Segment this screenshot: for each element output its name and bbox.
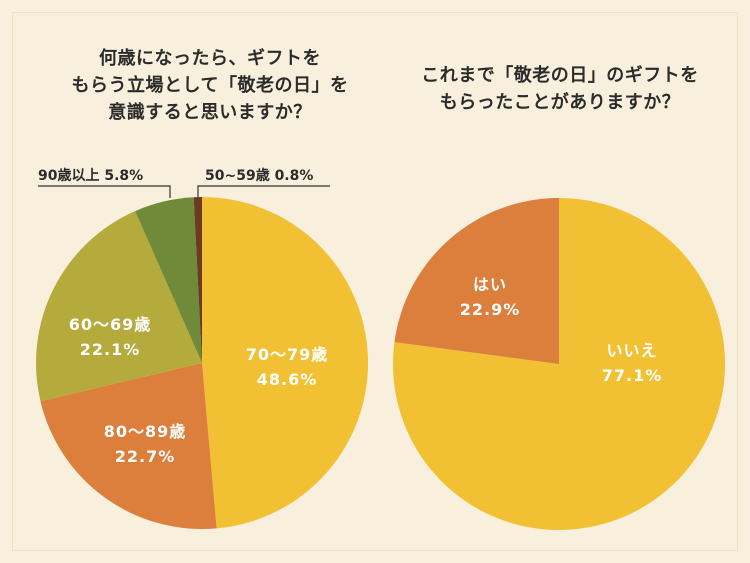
slice-outside-label: 90歳以上 5.8% [38, 167, 143, 184]
title-line: 何歳になったら、ギフトを [99, 48, 321, 69]
pie-slice [40, 363, 217, 530]
title-line: これまで「敬老の日」のギフトを [421, 65, 699, 86]
chart-title-received: これまで「敬老の日」のギフトを もらったことがありますか？ [380, 62, 740, 116]
pie-slice [394, 197, 559, 364]
pie-slice [36, 211, 203, 402]
slice-label: 70〜79歳 [246, 345, 329, 364]
slice-label: いいえ [606, 341, 657, 360]
leader-line [38, 185, 171, 198]
title-line: もらったことがありますか？ [439, 92, 681, 113]
slice-label: はい [473, 275, 507, 294]
pie-slice [135, 197, 202, 363]
leader-line [197, 185, 330, 198]
pie-slice [193, 197, 202, 363]
slice-value-label: 22.7% [115, 447, 176, 466]
slice-value-label: 22.9% [460, 300, 521, 319]
chart-title-age: 何歳になったら、ギフトを もらう立場として「敬老の日」を 意識すると思いますか？ [20, 45, 400, 126]
background-frame [12, 12, 738, 551]
title-line: もらう立場として「敬老の日」を [71, 75, 349, 96]
slice-label: 60〜69歳 [69, 315, 152, 334]
slice-value-label: 48.6% [257, 370, 318, 389]
slice-label: 80〜89歳 [104, 422, 187, 441]
title-line: 意識すると思いますか？ [108, 102, 312, 123]
pie-slice [392, 198, 725, 530]
pie-slice [202, 197, 369, 529]
slice-value-label: 22.1% [80, 340, 141, 359]
slice-outside-label: 50~59歳 0.8% [205, 167, 313, 184]
slice-value-label: 77.1% [602, 366, 663, 385]
